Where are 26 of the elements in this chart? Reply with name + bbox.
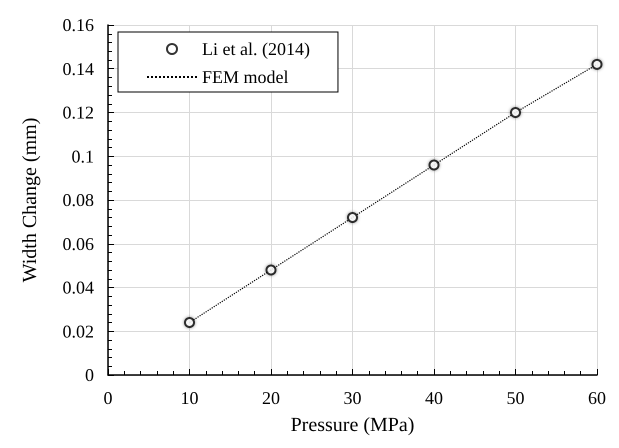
y-axis-title: Width Change (mm) (19, 118, 41, 282)
x-tick-label: 10 (180, 388, 198, 408)
x-tick-label: 40 (425, 388, 443, 408)
point (347, 212, 358, 223)
point (592, 58, 602, 70)
y-tick-label: 0.02 (62, 321, 94, 342)
y-tick-label: 0 (85, 365, 94, 385)
y-tick-label: 0.1 (72, 146, 94, 166)
point (510, 107, 521, 118)
legend-label: FEM model (202, 67, 289, 87)
y-tick-label: 0.12 (62, 102, 94, 122)
x-tick-label: 0 (104, 388, 112, 408)
x-axis-title: Pressure (MPa) (290, 414, 414, 436)
y-tick-label: 0.08 (62, 190, 94, 210)
y-tick-label: 0.16 (62, 15, 94, 35)
x-tick-label: 60 (588, 388, 606, 408)
y-tick-label: 0.06 (62, 234, 94, 254)
y-tick-label: 0.14 (62, 58, 94, 79)
y-tick-label: 0.04 (62, 278, 94, 298)
point (266, 264, 276, 276)
point (184, 317, 195, 328)
point (428, 160, 440, 170)
x-tick-label: 50 (506, 388, 524, 408)
x-tick-label: 30 (344, 388, 362, 408)
x-tick-label: 20 (262, 388, 280, 408)
legend-label: Li et al. (2014) (202, 39, 310, 59)
